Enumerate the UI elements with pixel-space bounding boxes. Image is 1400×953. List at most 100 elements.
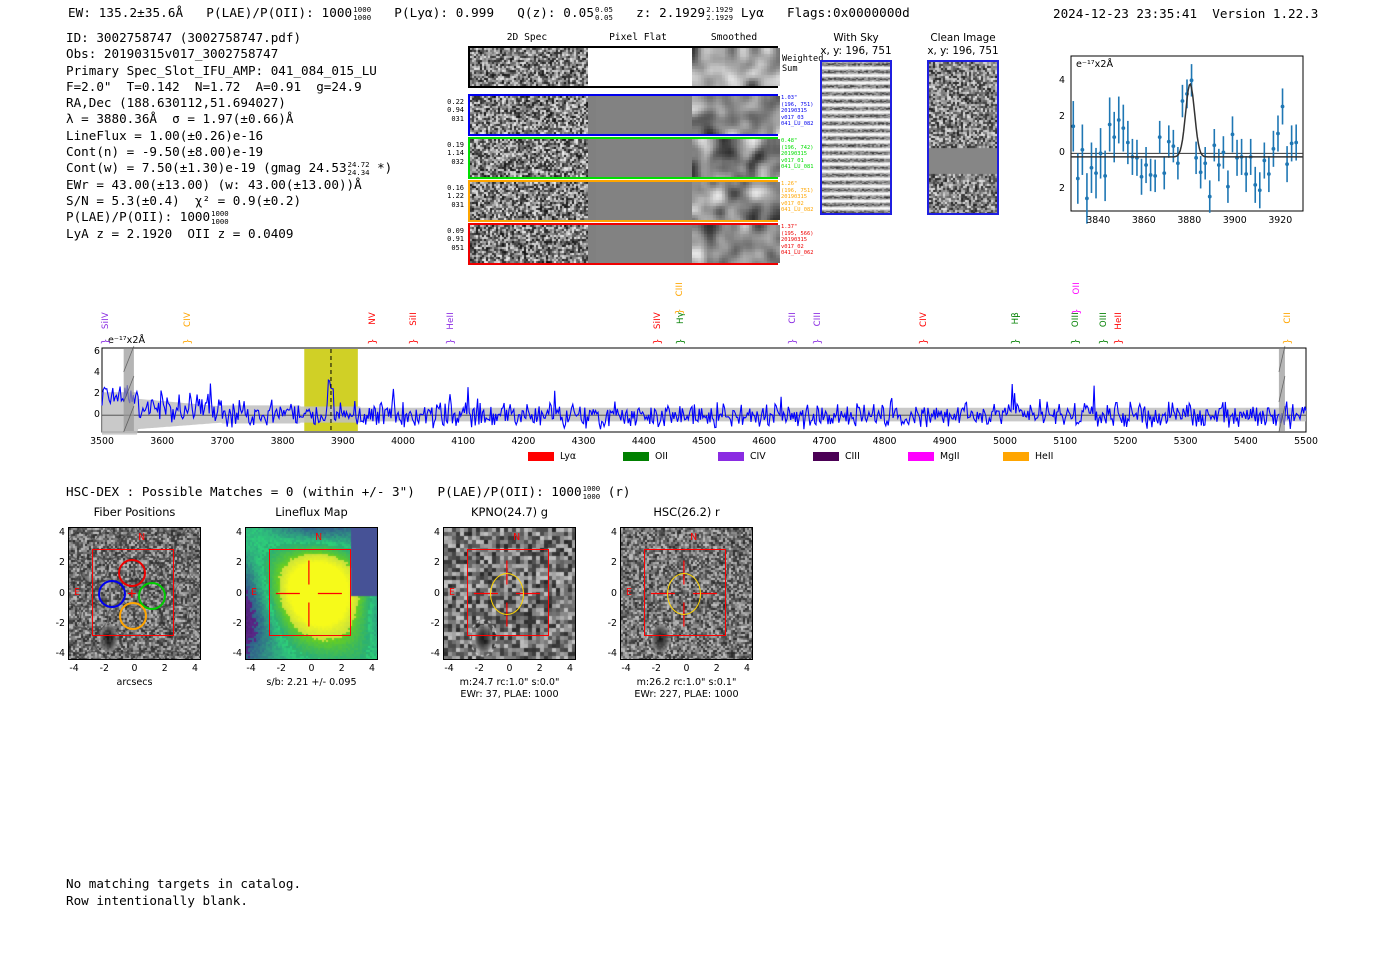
sky-image-title: With Sky x, y: 196, 751: [804, 32, 908, 57]
spectrum-line-label: Hβ: [1010, 312, 1021, 325]
sky-image-coords: x, y: 196, 751: [820, 44, 892, 57]
spectrum-legend-label: Lyα: [560, 451, 577, 462]
fiber-left-label: 031: [451, 114, 464, 123]
fiber-pixelflat-cutout: [596, 96, 684, 134]
full-spectrum-xtick: 4400: [631, 436, 656, 447]
cutout-xtick: 4: [567, 663, 573, 674]
cutout-xtick: -2: [651, 663, 661, 674]
cutout-ytick: -4: [430, 648, 440, 659]
gmag-range: 24.72 24.34: [347, 160, 370, 177]
hsc-plae-text: P(LAE)/P(OII): 1000: [437, 484, 582, 499]
fiber-right-label: (196, 751): [781, 187, 814, 194]
fiber-right-label: v017_02: [781, 243, 804, 250]
fiber-left-label: 0.16: [447, 184, 464, 192]
cutout-ytick: 0: [59, 587, 65, 599]
fiber-pixelflat-cutout: [596, 225, 684, 263]
fiber-left-label: 0.09: [447, 227, 464, 235]
cutout-xtick: 0: [506, 663, 513, 674]
info-line-plae: P(LAE)/P(OII): 1000 1000 1000: [66, 209, 229, 226]
spectrum-line-brace: {: [1097, 338, 1109, 345]
fiber-left-label: 031: [451, 200, 464, 209]
fiber-right-label: 041_LU_081: [781, 164, 814, 171]
header-z-type: Lyα: [740, 5, 764, 20]
fiber-left-label: 051: [451, 243, 464, 252]
header-ew: EW: 135.2±35.6Å: [68, 5, 184, 20]
emission-zoom-svg: [1070, 55, 1304, 224]
fiber-circle: [117, 558, 146, 587]
footer-line-1: No matching targets in catalog.: [66, 876, 302, 891]
fiber-right-label: 0.48": [781, 138, 798, 144]
cutout-aperture-box: [466, 548, 550, 637]
cutout-crosshair: [275, 560, 342, 627]
spectrum-line-label: SiIV: [653, 312, 664, 330]
cutout-caption-line1: arcsecs: [116, 677, 153, 688]
full-spectrum-xtick: 5400: [1233, 436, 1258, 447]
emission-zoom-units: e⁻¹⁷x2Å: [1076, 59, 1114, 70]
fiber-left-label: 0.94: [447, 106, 464, 115]
fiber-row-right-labels: 1.26" (196, 751) 20190315 v017_02 041_LU_082: [781, 181, 839, 214]
spectrum-line-label: OII: [1072, 282, 1083, 295]
cutout-xtick: 0: [308, 663, 315, 674]
compass-north: N: [690, 532, 698, 543]
cutout-ytick: -2: [430, 617, 440, 629]
cutout-ytick: -2: [607, 617, 617, 629]
cutout-aperture-box: [268, 548, 352, 637]
cutout-xtick: -4: [444, 663, 454, 674]
compass-east: E: [626, 586, 632, 598]
spectrum-line-label: CIV: [183, 312, 194, 328]
cutout-caption: s/b: 2.21 +/- 0.095: [215, 677, 408, 689]
cutout-ytick: 4: [59, 527, 65, 538]
fiber-right-label: (195, 566): [781, 230, 814, 237]
cutout-caption-line1: s/b: 2.21 +/- 0.095: [266, 677, 357, 688]
full-spectrum-xtick: 3700: [210, 436, 235, 447]
version-text: Version 1.22.3: [1212, 6, 1319, 21]
header-qz-range: 0.05 0.05: [595, 5, 614, 22]
cutout-caption: arcsecs: [38, 677, 231, 689]
spec2d-col-title-0: 2D Spec: [506, 32, 548, 43]
spectrum-line-brace: {: [444, 338, 456, 345]
fiber-circle: [118, 601, 147, 630]
emission-zoom-ytick: 0: [1059, 147, 1065, 159]
hsc-plae-range: 1000 1000: [582, 484, 601, 501]
cutout-xtick: -4: [246, 663, 256, 674]
fiber-right-label: 1.26": [781, 181, 798, 187]
info-line-lambda: λ = 3880.36Å σ = 1.97(±0.66)Å: [66, 111, 294, 127]
compass-east: E: [74, 586, 80, 598]
header-flags: Flags:0x0000000d: [786, 5, 910, 20]
spectrum-line-brace: {: [1112, 338, 1124, 345]
info-line-contw: Cont(w) = 7.50(±1.30)e-19 (gmag 24.53 24.…: [66, 160, 393, 177]
emission-zoom-xtick: 3860: [1131, 215, 1156, 226]
spec2d-col-title-2: Smoothed: [710, 32, 758, 43]
fiber-left-label: 0.22: [447, 98, 464, 106]
cutout-title: Lineflux Map: [275, 505, 348, 519]
cutout-aperture-box: [643, 548, 727, 637]
cutout-title: KPNO(24.7) g: [471, 505, 548, 519]
spectrum-line-brace: {: [366, 338, 378, 345]
fiber-2dspec-cutout: [470, 96, 588, 134]
emission-zoom-ytick: 2: [1059, 183, 1065, 195]
cutout-ytick: -4: [232, 648, 242, 659]
spectrum-line-brace: {: [99, 338, 111, 345]
info-line-ewr: EWr = 43.00(±13.00) (w: 43.00(±13.00))Å: [66, 176, 362, 192]
cutout-ytick: 0: [611, 587, 617, 599]
info-line-contn: Cont(n) = -9.50(±8.00)e-19: [66, 144, 264, 160]
cutout-ytick: -4: [607, 648, 617, 659]
spec2d-fiber-row: [468, 223, 780, 265]
cutout-caption: m:26.2 rc:1.0" s:0.1" EWr: 227, PLAE: 100…: [590, 677, 783, 701]
fiber-2dspec-cutout: [470, 225, 588, 263]
full-spectrum-ytick: 2: [94, 388, 100, 400]
fiber-smoothed-cutout: [692, 182, 780, 220]
spec2d-fiber-row: [468, 137, 780, 179]
emission-zoom-xtick: 3920: [1268, 215, 1293, 226]
cutout-xtick: 4: [744, 663, 750, 674]
fiber-right-label: 041_LU_082: [781, 207, 814, 214]
photometric-aperture: [489, 572, 524, 615]
cutout-xtick: 4: [192, 663, 198, 674]
emission-zoom-ytick: 4: [1059, 75, 1065, 87]
full-spectrum-xtick: 4900: [932, 436, 957, 447]
clean-image: [927, 60, 999, 215]
fiber-pixelflat-cutout: [596, 139, 684, 177]
cutout-crosshair: [127, 589, 136, 598]
